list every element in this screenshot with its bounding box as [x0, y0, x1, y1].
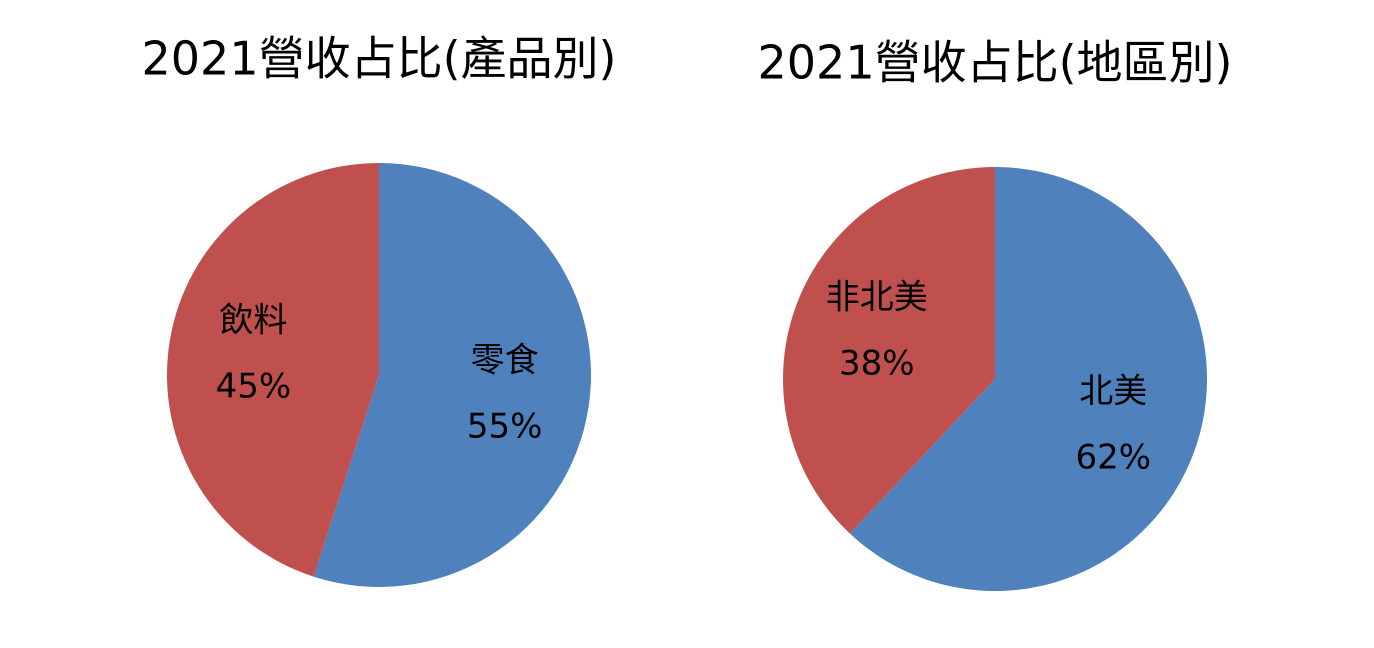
pie-slice — [313, 163, 592, 587]
slice-value-label: 45% — [216, 367, 292, 407]
slice-category-label: 飲料 — [219, 301, 287, 341]
slice-category-label: 非北美 — [826, 278, 928, 318]
pie-slice — [849, 167, 1208, 592]
pie-slice — [783, 167, 995, 534]
slice-category-label: 零食 — [471, 340, 539, 380]
chart-title: 2021營收占比(地區別) — [758, 36, 1233, 90]
pie-slice — [167, 163, 379, 577]
slice-value-label: 62% — [1075, 437, 1151, 477]
slice-category-label: 北美 — [1079, 371, 1147, 411]
slice-value-label: 55% — [467, 406, 543, 446]
slice-value-label: 38% — [839, 344, 915, 384]
chart-title: 2021營收占比(產品別) — [142, 32, 617, 86]
